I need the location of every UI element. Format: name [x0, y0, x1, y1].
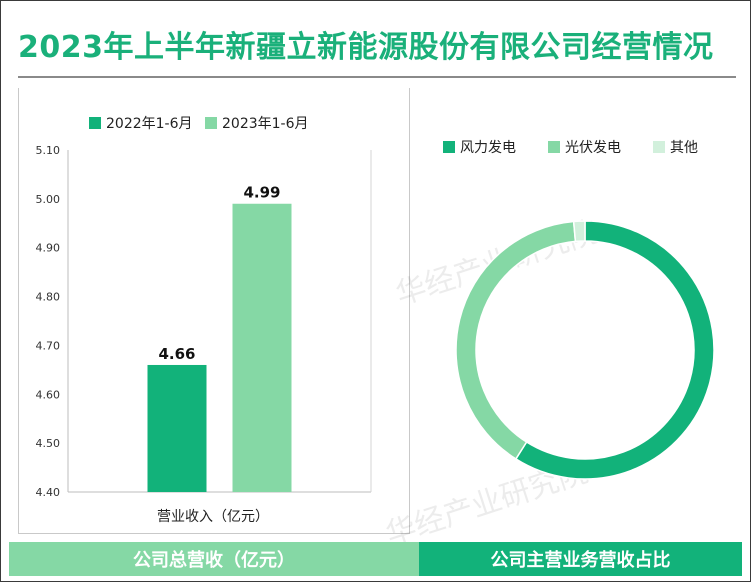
y-tick-labels: 5.10 5.00 4.90 4.80 4.70 4.60 4.50 4.40	[36, 144, 61, 499]
bar-series: 4.66 4.99	[147, 184, 292, 492]
y-tick-label: 4.90	[36, 242, 61, 255]
y-tick-label: 5.00	[36, 193, 61, 206]
legend-label-2023: 2023年1-6月	[222, 116, 309, 132]
y-tick-label: 4.50	[36, 437, 61, 450]
legend-label-2022: 2022年1-6月	[106, 116, 193, 132]
bar-chart-panel	[18, 88, 410, 534]
legend-swatch-solar	[548, 141, 560, 153]
footer-left-label: 公司总营收（亿元）	[9, 542, 419, 576]
legend-swatch-other	[653, 141, 665, 153]
title-divider	[18, 76, 736, 78]
page-title: 2023年上半年新疆立新能源股份有限公司经营情况	[18, 30, 714, 65]
bar-2023	[232, 203, 292, 492]
data-label-2023: 4.99	[243, 184, 280, 202]
donut-legend: 风力发电 光伏发电 其他	[443, 140, 698, 156]
y-tick-label: 5.10	[36, 144, 61, 157]
legend-swatch-wind	[443, 141, 455, 153]
y-tick-label: 4.70	[36, 339, 61, 352]
y-tick-label: 4.40	[36, 486, 61, 499]
y-tick-label: 4.60	[36, 388, 61, 401]
bar-y-axis: 5.10 5.00 4.90 4.80 4.70 4.60 4.50 4.40	[36, 144, 372, 499]
data-label-2022: 4.66	[158, 345, 195, 363]
legend-label-solar: 光伏发电	[565, 140, 621, 156]
legend-swatch-2022	[89, 117, 101, 129]
legend-label-other: 其他	[670, 140, 698, 156]
legend-label-wind: 风力发电	[460, 140, 516, 156]
footer-right-label: 公司主营业务营收占比	[419, 542, 742, 576]
donut-slice-other	[572, 220, 586, 243]
legend-swatch-2023	[205, 117, 217, 129]
y-tick-label: 4.80	[36, 291, 61, 304]
donut-chart	[455, 220, 715, 480]
bar-legend: 2022年1-6月 2023年1-6月	[89, 116, 309, 132]
x-category-label: 营业收入（亿元）	[157, 509, 269, 525]
bar-2022	[147, 364, 207, 492]
